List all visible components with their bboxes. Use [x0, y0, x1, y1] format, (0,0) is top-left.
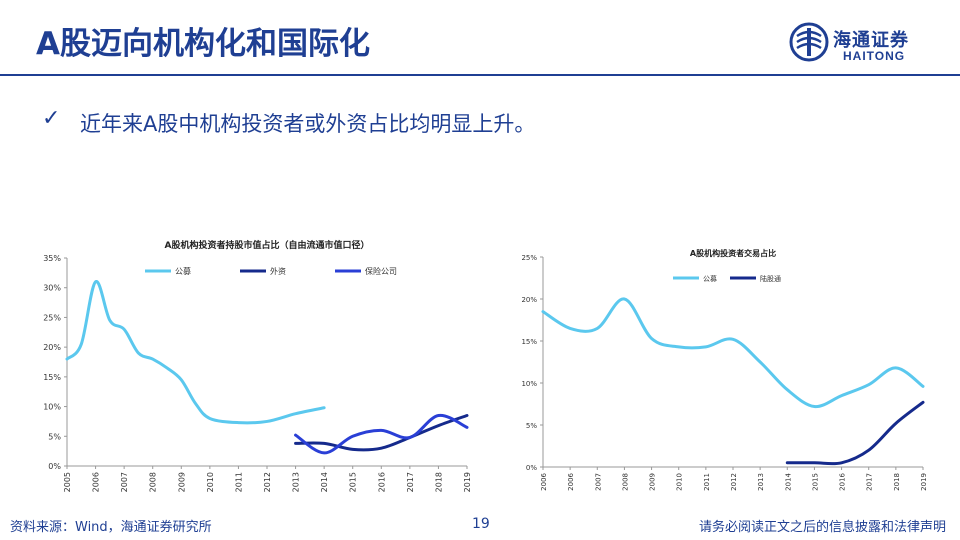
legend-label: 外资 — [270, 266, 286, 276]
x-tick-label: 2011 — [234, 472, 243, 492]
x-tick-label: 2012 — [730, 473, 738, 491]
y-tick-label: 25% — [43, 313, 61, 322]
logo-chinese-text: 海通证券 — [833, 30, 909, 51]
x-tick-label: 2010 — [676, 473, 684, 491]
series-line-2 — [294, 413, 469, 455]
chart-institutional-trading-svg: A股机构投资者交易占比 0% 5% 10% 15% 20% 25% 2006 2006 2007 2… — [521, 248, 928, 491]
y-tick-label: 20% — [43, 343, 61, 352]
y-tick-label: 20% — [521, 296, 537, 304]
y-tick-label: 15% — [521, 338, 537, 346]
x-tick-label: 2018 — [434, 472, 443, 492]
y-tick-label: 5% — [526, 422, 537, 430]
series-line-0 — [65, 280, 326, 425]
x-tick-label: 2015 — [349, 472, 358, 492]
x-tick-label: 2010 — [206, 472, 215, 492]
x-tick-label: 2019 — [463, 472, 472, 492]
legend-label: 陆股通 — [760, 274, 781, 283]
source-note: 资料来源：Wind，海通证券研究所 — [10, 520, 212, 535]
series-line-0 — [541, 297, 925, 409]
x-tick-label: 2008 — [621, 473, 629, 491]
x-tick-label: 2013 — [757, 473, 765, 491]
x-tick-label: 2012 — [263, 472, 272, 492]
series-line-1 — [294, 413, 469, 452]
x-tick-label: 2007 — [120, 472, 129, 492]
x-tick-label: 2017 — [866, 473, 874, 491]
chart-title: A股机构投资者持股市值占比（自由流通市值口径） — [165, 239, 370, 251]
chart-institutional-holdings-svg: A股机构投资者持股市值占比（自由流通市值口径） 0% 5% 10% 15% 20% 25% 3… — [43, 239, 472, 492]
x-tick-label: 2014 — [320, 472, 329, 492]
x-tick-label: 2019 — [920, 473, 928, 491]
chart-institutional-trading: A股机构投资者交易占比 0% 5% 10% 15% 20% 25% 2006 2006 2007 2… — [500, 240, 940, 505]
x-tick-label: 2016 — [377, 472, 386, 492]
x-tick-label: 2011 — [703, 473, 711, 491]
x-tick-label: 2016 — [839, 472, 847, 490]
haitong-logo-icon — [789, 22, 829, 62]
x-tick-label: 2013 — [292, 472, 301, 492]
legend-label: 公募 — [175, 266, 191, 276]
x-tick-label: 2014 — [784, 472, 792, 490]
page-number: 19 — [472, 516, 490, 532]
bullet-text: 近年来A股中机构投资者或外资占比均明显上升。 — [80, 112, 536, 136]
x-tick-label: 2015 — [811, 473, 819, 491]
x-tick-label: 2006 — [567, 472, 575, 490]
y-tick-label: 0% — [526, 464, 537, 472]
x-tick-label: 2006 — [540, 472, 548, 490]
chart-title: A股机构投资者交易占比 — [690, 248, 776, 258]
title-divider — [0, 74, 960, 76]
y-tick-label: 5% — [48, 432, 61, 441]
y-tick-label: 35% — [43, 254, 61, 263]
slide-title: A股迈向机构化和国际化 — [36, 26, 370, 62]
series-line-1 — [785, 400, 925, 466]
y-tick-label: 15% — [43, 373, 61, 382]
x-tick-label: 2018 — [893, 473, 901, 491]
x-tick-label: 2017 — [406, 472, 415, 492]
disclaimer: 请务必阅读正文之后的信息披露和法律声明 — [698, 520, 946, 535]
y-tick-label: 0% — [48, 462, 61, 471]
legend-label: 保险公司 — [365, 266, 397, 276]
x-tick-label: 2009 — [177, 472, 186, 492]
checkmark-icon: ✓ — [42, 106, 61, 131]
x-tick-label: 2009 — [649, 473, 657, 491]
x-tick-label: 2005 — [63, 472, 72, 492]
haitong-logo: 海通证券 HAITONG — [789, 22, 939, 70]
legend-label: 公募 — [703, 274, 717, 283]
y-tick-label: 30% — [43, 284, 61, 293]
x-tick-label: 2008 — [149, 472, 158, 492]
x-tick-label: 2007 — [594, 473, 602, 491]
logo-english-text: HAITONG — [843, 49, 906, 63]
y-tick-label: 10% — [43, 403, 61, 412]
chart-institutional-holdings: A股机构投资者持股市值占比（自由流通市值口径） 0% 5% 10% 15% 20% 25% 3… — [30, 234, 480, 509]
y-tick-label: 25% — [521, 254, 537, 262]
x-tick-label: 2006 — [92, 472, 101, 492]
y-tick-label: 10% — [521, 380, 537, 388]
